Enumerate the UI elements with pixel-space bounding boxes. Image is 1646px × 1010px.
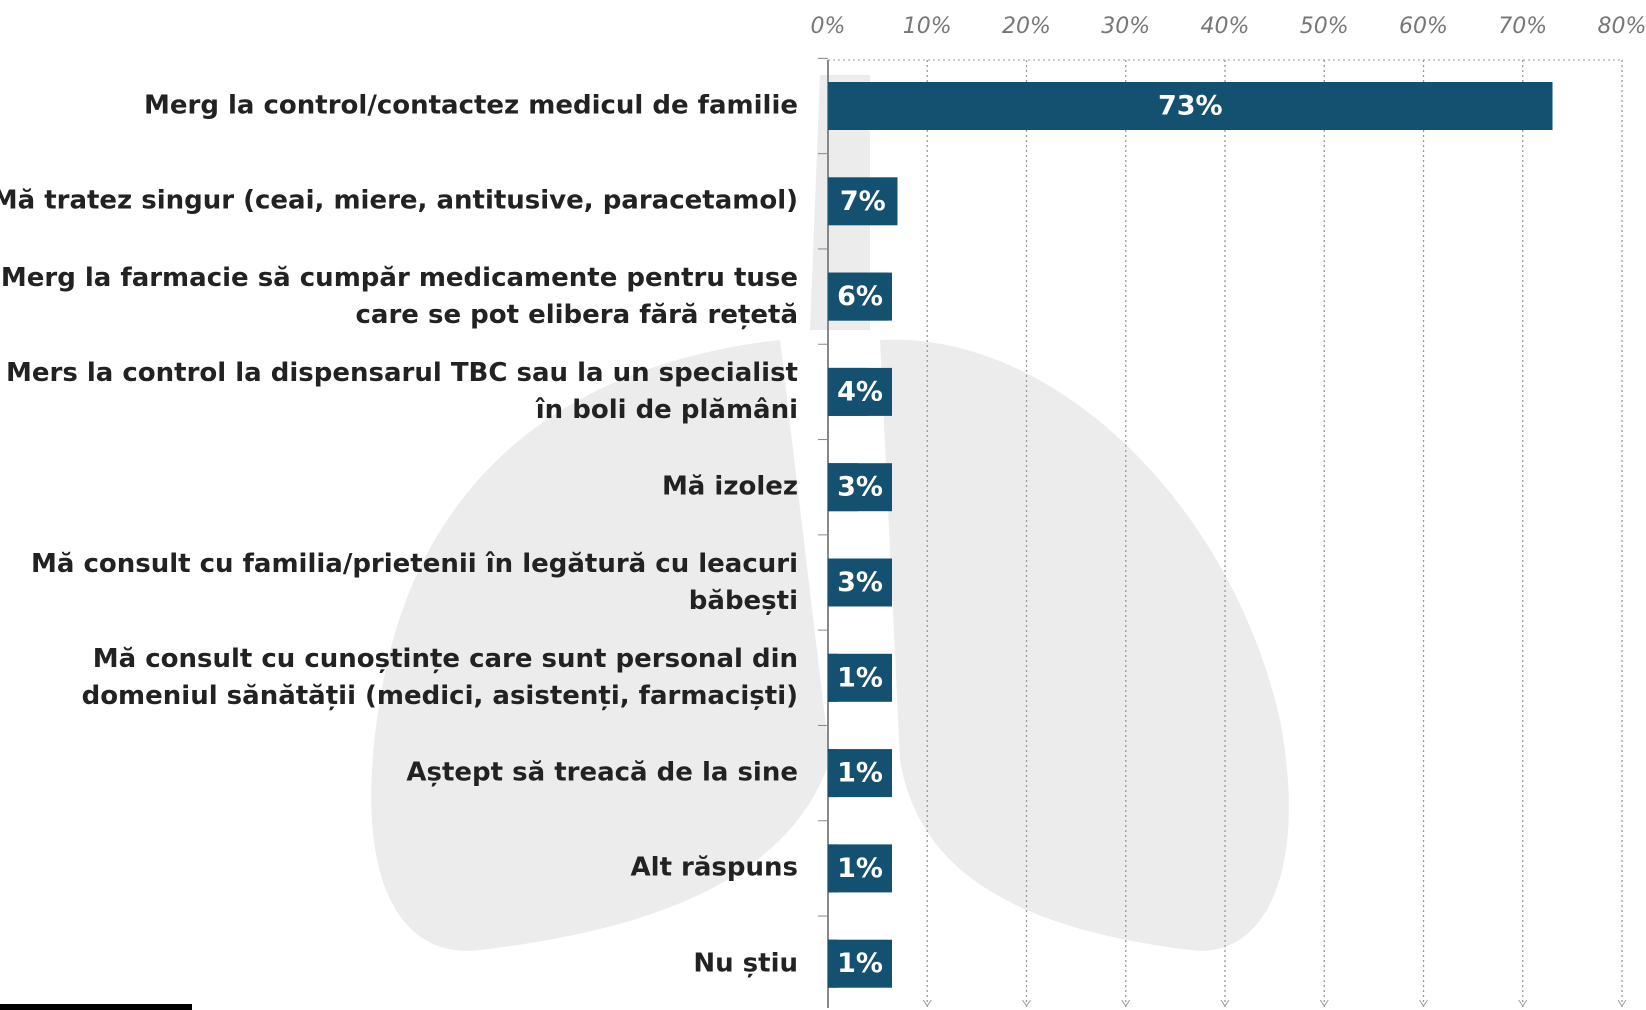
value-label: 3% — [837, 472, 883, 503]
category-label: Mă consult cu familia/prietenii în legăt… — [0, 546, 798, 620]
value-label: 1% — [837, 662, 883, 693]
value-label: 1% — [837, 853, 883, 884]
category-label: Mă izolez — [0, 469, 798, 506]
chart: 0% 10% 20% 30% 40% 50% 60% 70% 80% 73% 7% 6% 4% 3% 3% 1… — [0, 0, 1646, 1010]
value-label: 1% — [837, 758, 883, 789]
bottom-bar — [0, 1004, 192, 1010]
category-label: Mă tratez singur (ceai, miere, antitusiv… — [0, 183, 798, 220]
x-tick-label: 10% — [903, 14, 952, 39]
category-label: Mers la control la dispensarul TBC sau l… — [0, 355, 798, 429]
value-label: 1% — [837, 948, 883, 979]
category-label: Alt răspuns — [0, 850, 798, 887]
x-tick-label: 20% — [1002, 14, 1051, 39]
value-label: 3% — [837, 567, 883, 598]
right-lung — [880, 340, 1289, 951]
value-label: 7% — [840, 186, 886, 217]
x-tick-label: 40% — [1201, 14, 1250, 39]
category-label: Merg la control/contactez medicul de fam… — [0, 88, 798, 125]
x-tick-label: 50% — [1300, 14, 1349, 39]
x-tick-label: 0% — [811, 14, 846, 39]
x-tick-label: 70% — [1498, 14, 1547, 39]
x-tick-label: 80% — [1598, 14, 1646, 39]
value-label: 4% — [837, 376, 883, 407]
category-label: Merg la farmacie să cumpăr medicamente p… — [0, 260, 798, 334]
category-label: Nu știu — [0, 945, 798, 982]
value-label: 73% — [1158, 91, 1223, 122]
category-label: Aștept să treacă de la sine — [0, 755, 798, 792]
value-label: 6% — [837, 281, 883, 312]
x-tick-label: 60% — [1399, 14, 1448, 39]
x-tick-label: 30% — [1101, 14, 1150, 39]
category-label: Mă consult cu cunoștințe care sunt perso… — [0, 641, 798, 715]
